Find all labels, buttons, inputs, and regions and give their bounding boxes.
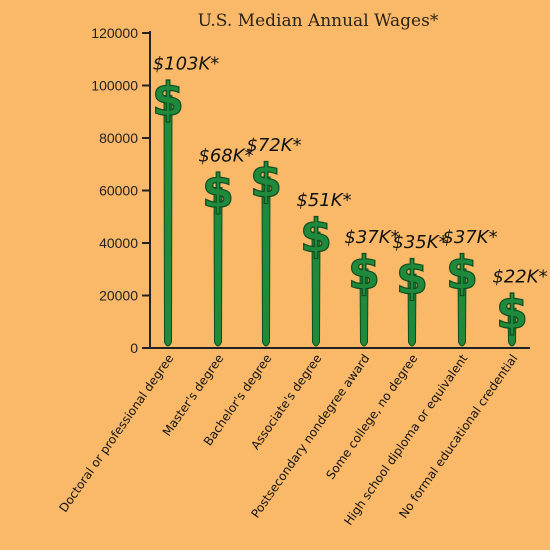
bar: $$35K* <box>392 232 448 347</box>
data-label: $37K* <box>442 227 497 248</box>
bar-stem <box>163 95 173 347</box>
bar-stem <box>261 176 271 347</box>
dollar-sign-icon: $ <box>396 251 428 305</box>
dollar-sign-icon: $ <box>496 285 528 339</box>
dollar-sign-icon: $ <box>202 165 234 219</box>
bar: $$68K* <box>198 146 254 347</box>
y-tick-label: 0 <box>130 340 138 356</box>
data-label: $35K* <box>392 232 447 253</box>
y-tick-label: 40000 <box>99 235 138 251</box>
y-axis-ticks: 0 20000 40000 60000 80000 100000 120000 <box>91 25 150 356</box>
bar: $$37K* <box>344 227 400 347</box>
y-tick-label: 120000 <box>91 25 138 41</box>
bar: $$37K* <box>442 227 498 347</box>
bar-stem <box>507 307 517 347</box>
data-label: $51K* <box>296 190 351 211</box>
data-label: $68K* <box>198 146 253 167</box>
y-tick-label: 20000 <box>99 288 138 304</box>
data-label: $22K* <box>492 266 547 287</box>
data-label: $72K* <box>246 135 301 156</box>
category-labels: Doctoral or professional degreeMaster's … <box>56 351 520 527</box>
data-label: $37K* <box>344 227 399 248</box>
dollar-sign-icon: $ <box>300 209 332 263</box>
dollar-sign-icon: $ <box>446 246 478 300</box>
y-tick-label: 100000 <box>91 78 138 94</box>
bar-stem <box>457 268 467 347</box>
bar: $$103K* <box>151 54 220 347</box>
bar-stem <box>407 273 417 347</box>
dollar-sign-icon: $ <box>250 154 282 208</box>
y-tick-label: 80000 <box>99 130 138 146</box>
y-tick-label: 60000 <box>99 183 138 199</box>
bar-stem <box>311 231 321 347</box>
bar-stem <box>359 268 369 347</box>
data-label: $103K* <box>153 54 220 75</box>
chart-title: U.S. Median Annual Wages* <box>198 11 439 31</box>
bar: $$22K* <box>492 266 548 347</box>
bar-stem <box>213 187 223 347</box>
dollar-sign-icon: $ <box>348 246 380 300</box>
bar: $$51K* <box>296 190 352 347</box>
category-label: Some college, no degree <box>323 352 420 482</box>
bar-series: $$103K*$$68K*$$72K*$$51K*$$37K*$$35K*$$3… <box>151 54 548 347</box>
bar: $$72K* <box>246 135 302 347</box>
category-label: Doctoral or professional degree <box>56 352 176 515</box>
dollar-sign-icon: $ <box>152 73 184 127</box>
